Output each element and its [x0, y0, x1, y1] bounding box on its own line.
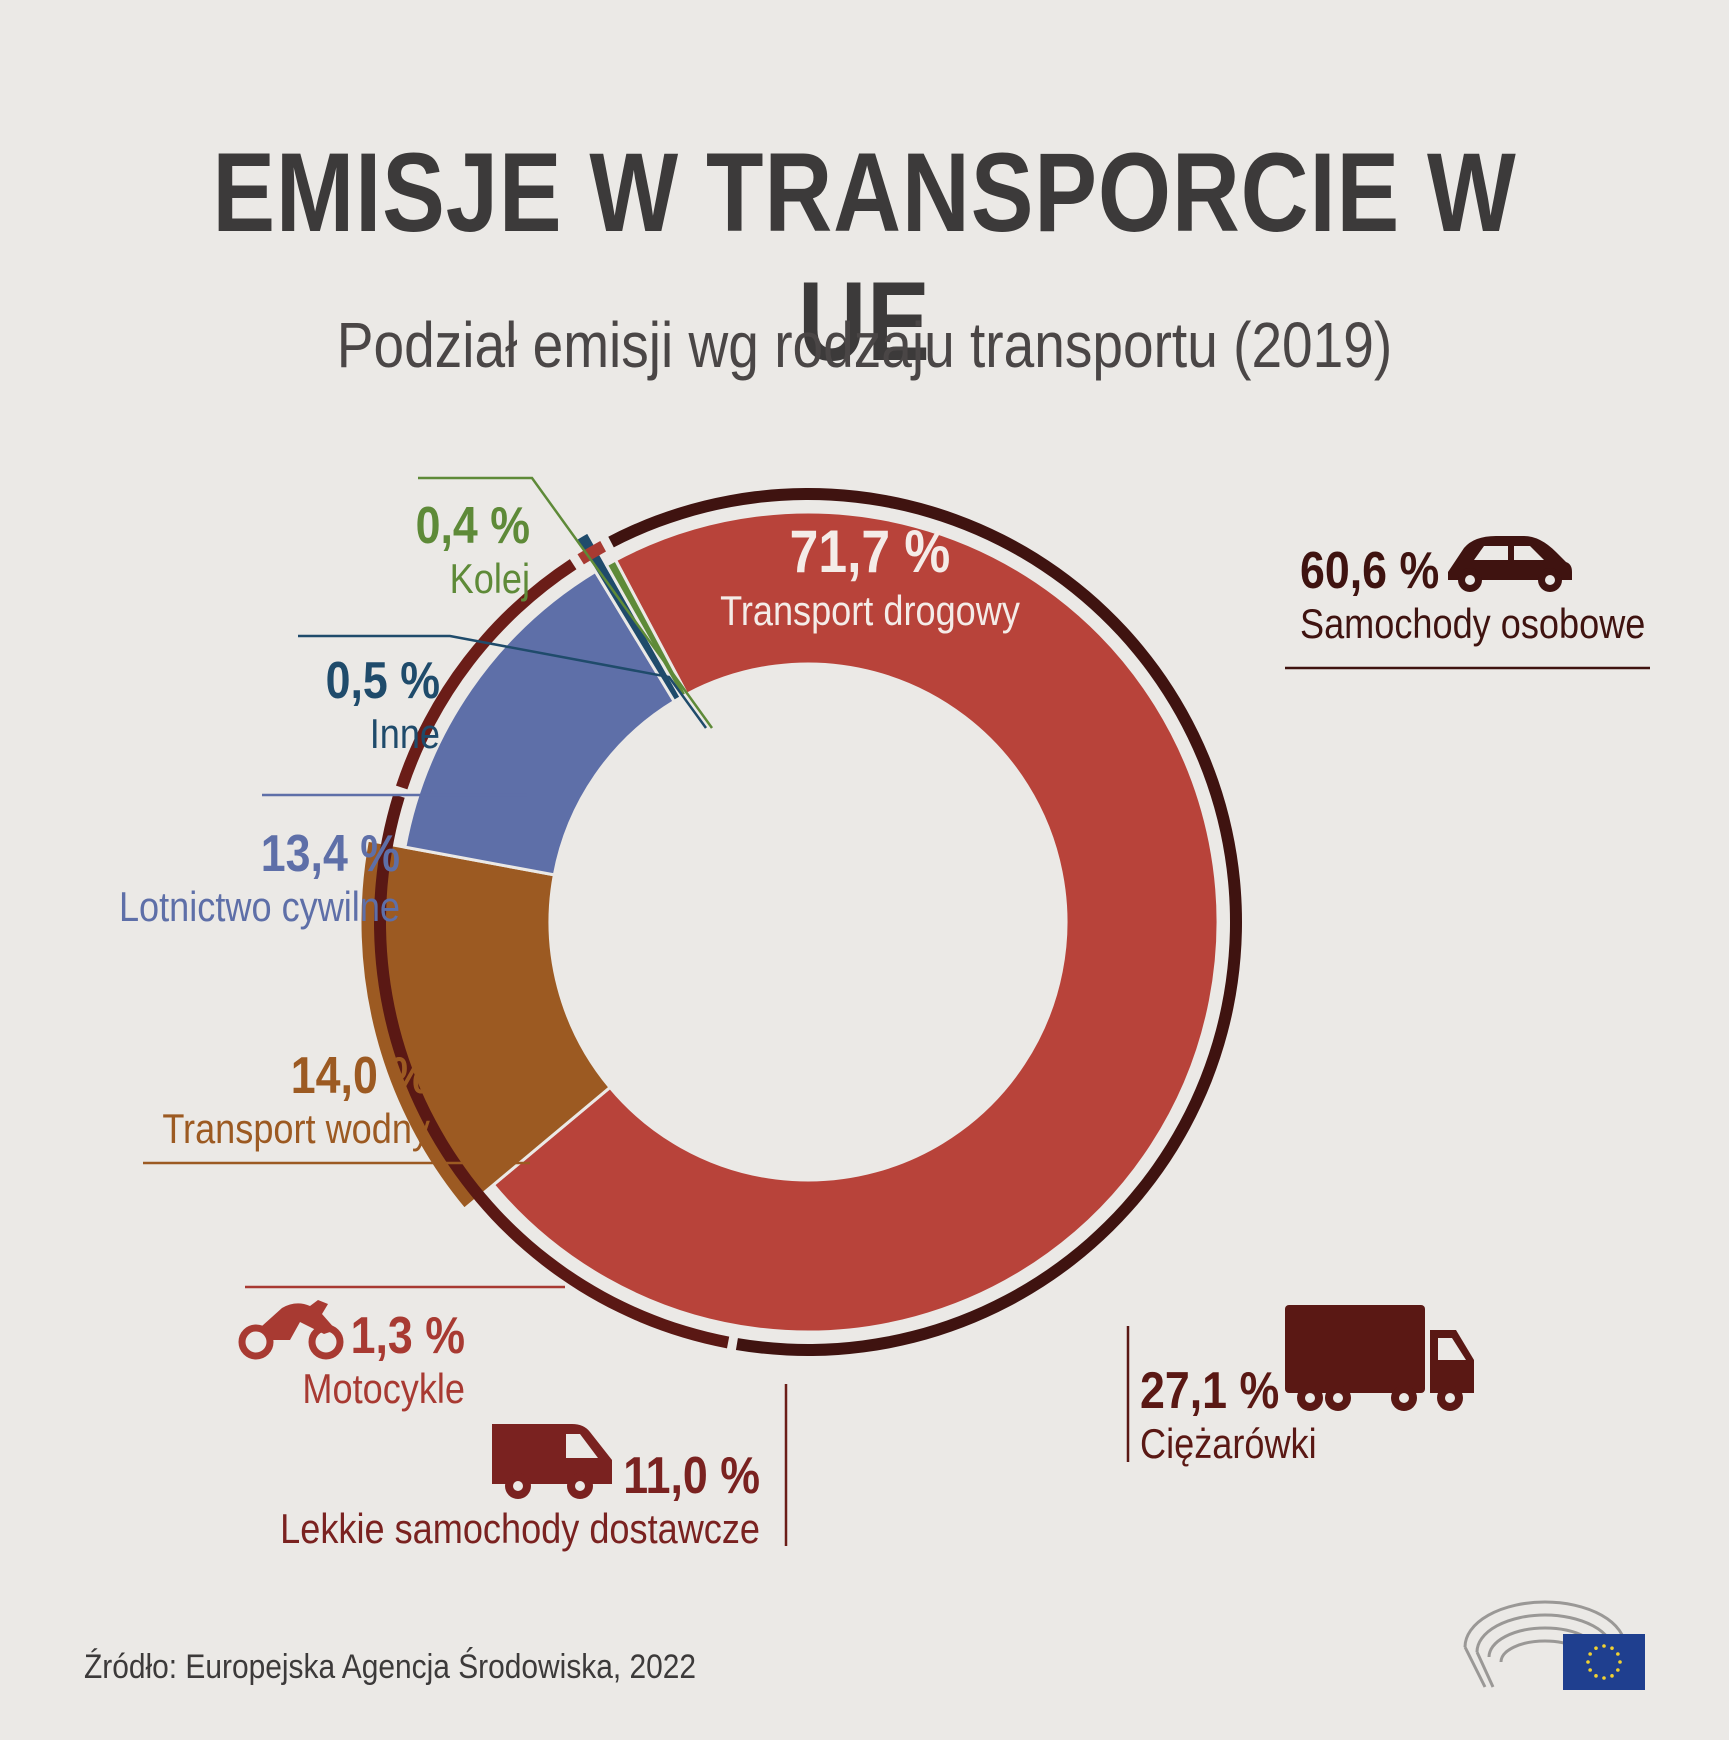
aviation-value: 13,4 % [260, 825, 400, 883]
eu-star [1586, 1660, 1590, 1664]
eu-star [1602, 1676, 1606, 1680]
label-road: 71,7 % Transport drogowy [715, 522, 1025, 632]
vans-name: Lekkie samochody dostawcze [280, 1505, 760, 1552]
slice-road [491, 510, 1220, 1334]
car-icon [1448, 536, 1572, 592]
water-name: Transport wodny [162, 1105, 430, 1152]
road-value: 71,7 % [789, 518, 951, 585]
label-cars: 60,6 % Samochody osobowe [1300, 545, 1645, 645]
eu-star [1588, 1652, 1592, 1656]
other-name: Inne [369, 710, 440, 757]
other-value: 0,5 % [325, 652, 440, 710]
source-note: Źródło: Europejska Agencja Środowiska, 2… [84, 1648, 697, 1686]
label-trucks: 27,1 % Ciężarówki [1140, 1365, 1317, 1465]
aviation-name: Lotnictwo cywilne [118, 883, 401, 930]
leader-rail [418, 476, 714, 729]
label-vans: 11,0 % Lekkie samochody dostawcze [278, 1450, 760, 1550]
eu-star [1616, 1652, 1620, 1656]
chart-title: EMISJE W TRANSPORCIE W UE [212, 130, 1517, 384]
road-name: Transport drogowy [720, 587, 1020, 634]
eu-star [1618, 1660, 1622, 1664]
truck-icon [1285, 1305, 1474, 1411]
rail-name: Kolej [449, 555, 530, 602]
label-water: 14,0 % Transport wodny [112, 1050, 430, 1150]
motorcycle-icon [238, 1300, 344, 1360]
eu-star [1616, 1668, 1620, 1672]
motorcycles-value: 1,3 % [350, 1307, 465, 1365]
label-aviation: 13,4 % Lotnictwo cywilne [82, 828, 400, 928]
label-rail: 0,4 % Kolej [358, 500, 530, 600]
vans-value: 11,0 % [623, 1447, 760, 1505]
label-other: 0,5 % Inne [268, 655, 440, 755]
eu-star [1594, 1674, 1598, 1678]
ep-logo-icon [1463, 1600, 1645, 1690]
arc-motorcycles [577, 540, 606, 565]
water-value: 14,0 % [290, 1047, 430, 1105]
motorcycles-name: Motocykle [302, 1365, 465, 1412]
eu-star [1602, 1644, 1606, 1648]
eu-star [1594, 1646, 1598, 1650]
cars-name: Samochody osobowe [1300, 600, 1646, 647]
leader-other [298, 634, 708, 729]
eu-star [1610, 1674, 1614, 1678]
rail-value: 0,4 % [415, 497, 530, 555]
trucks-name: Ciężarówki [1140, 1420, 1317, 1467]
eu-star [1588, 1668, 1592, 1672]
label-motorcycles: 1,3 % Motocykle [237, 1310, 465, 1410]
chart-subtitle: Podział emisji wg rodzaju transportu (20… [336, 309, 1393, 381]
arc-vans [395, 559, 577, 790]
eu-star [1610, 1646, 1614, 1650]
van-icon [492, 1424, 612, 1499]
trucks-value: 27,1 % [1140, 1362, 1280, 1420]
cars-value: 60,6 % [1300, 542, 1440, 600]
